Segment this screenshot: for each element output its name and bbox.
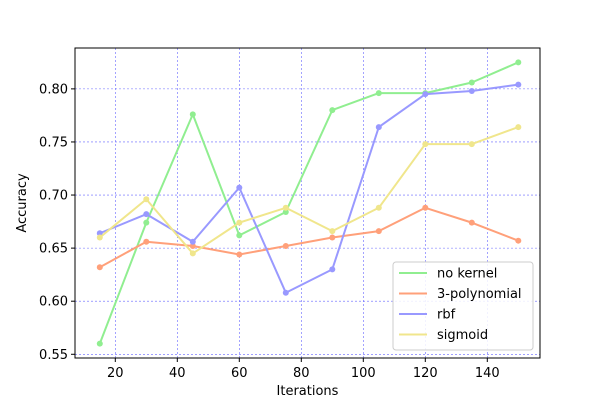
series-no-kernel: [96, 59, 522, 347]
legend-label: no kernel: [437, 267, 497, 282]
data-point-rbf: [236, 184, 243, 191]
data-point-no-kernel: [329, 107, 336, 114]
data-point-3-polynomial: [375, 228, 382, 235]
y-tick-label: 0.75: [39, 135, 68, 150]
data-point-sigmoid: [422, 141, 429, 148]
data-point-no-kernel: [96, 340, 103, 347]
series-lines: [96, 59, 522, 347]
data-point-no-kernel: [189, 111, 196, 118]
legend-item-sigmoid: sigmoid: [399, 328, 488, 343]
data-point-rbf: [422, 91, 429, 98]
series-sigmoid: [96, 124, 522, 257]
x-tick-label: 100: [351, 366, 376, 381]
x-tick-label: 20: [107, 366, 124, 381]
x-tick-label: 60: [231, 366, 248, 381]
legend-label: 3-polynomial: [437, 287, 522, 302]
data-point-sigmoid: [375, 204, 382, 211]
data-point-3-polynomial: [236, 251, 243, 258]
data-point-3-polynomial: [468, 219, 475, 226]
data-point-3-polynomial: [143, 238, 150, 245]
data-point-no-kernel: [143, 219, 150, 226]
series-line-no-kernel: [98, 61, 519, 345]
data-point-sigmoid: [236, 219, 243, 226]
data-point-3-polynomial: [96, 264, 103, 271]
data-point-sigmoid: [329, 228, 336, 235]
y-tick-label: 0.55: [39, 348, 68, 363]
y-tick-label: 0.65: [39, 242, 68, 257]
data-point-3-polynomial: [329, 234, 336, 241]
data-point-rbf: [282, 289, 289, 296]
data-point-rbf: [329, 266, 336, 273]
data-point-3-polynomial: [515, 237, 522, 244]
axis-ticks: 20 40 60 80 100 120 140 0.55 0.60 0.65 0.70 0.75 0.8…: [39, 82, 500, 381]
legend-label: sigmoid: [437, 328, 488, 343]
data-point-no-kernel: [468, 79, 475, 86]
data-point-3-polynomial: [189, 242, 196, 249]
y-axis-label: Accuracy: [15, 173, 30, 233]
data-point-no-kernel: [375, 90, 382, 97]
legend: no kernel 3-polynomial rbf sigmoid: [392, 261, 534, 351]
data-point-sigmoid: [189, 250, 196, 257]
data-point-3-polynomial: [422, 204, 429, 211]
data-point-rbf: [375, 124, 382, 131]
data-point-sigmoid: [282, 204, 289, 211]
x-tick-label: 80: [293, 366, 310, 381]
legend-label: rbf: [437, 308, 456, 323]
legend-box: [392, 261, 534, 351]
data-point-no-kernel: [236, 232, 243, 239]
y-tick-label: 0.60: [39, 295, 68, 310]
legend-item-no-kernel: no kernel: [399, 267, 497, 282]
data-point-3-polynomial: [282, 242, 289, 249]
data-point-rbf: [515, 81, 522, 88]
y-tick-label: 0.80: [39, 82, 68, 97]
data-point-rbf: [189, 238, 196, 245]
data-point-no-kernel: [515, 59, 522, 66]
data-point-no-kernel: [282, 209, 289, 216]
series-rbf: [96, 81, 522, 296]
grid: [75, 48, 540, 358]
legend-item-rbf: rbf: [399, 308, 456, 323]
x-tick-label: 140: [475, 366, 500, 381]
legend-item-3-polynomial: 3-polynomial: [399, 287, 522, 302]
data-point-rbf: [96, 230, 103, 237]
series-line-3-polynomial: [99, 206, 519, 269]
data-point-rbf: [468, 87, 475, 94]
data-point-sigmoid: [143, 196, 150, 203]
data-point-sigmoid: [96, 234, 103, 241]
series-line-sigmoid: [99, 126, 519, 255]
x-tick-label: 120: [413, 366, 438, 381]
x-axis-label: Iterations: [277, 384, 339, 399]
data-point-sigmoid: [468, 141, 475, 148]
series-line-rbf: [99, 83, 519, 294]
x-tick-label: 40: [169, 366, 186, 381]
data-point-sigmoid: [515, 124, 522, 131]
y-tick-label: 0.70: [39, 189, 68, 204]
data-point-rbf: [143, 211, 150, 218]
series-3-polynomial: [96, 204, 522, 271]
plot-frame: [74, 47, 541, 359]
